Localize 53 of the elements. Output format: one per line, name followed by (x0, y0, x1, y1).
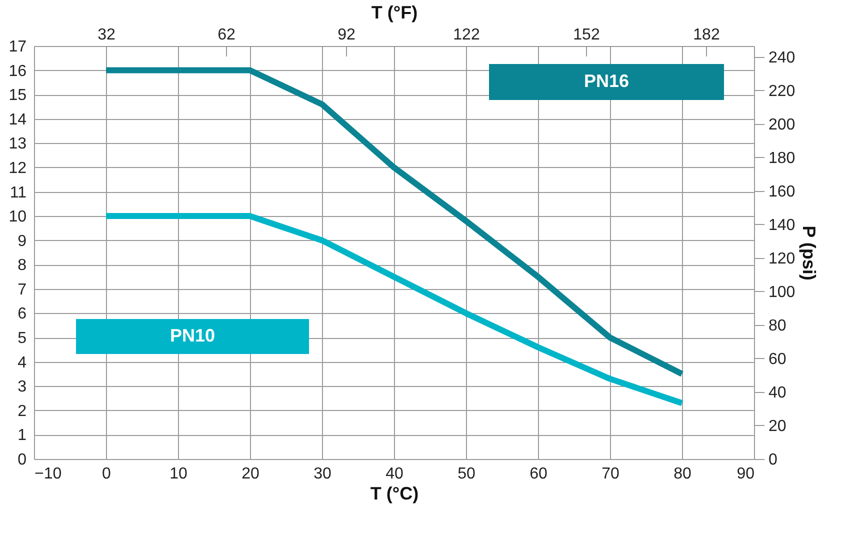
y-tick-label: 12 (8, 160, 27, 177)
x-tick-label: 20 (242, 466, 260, 482)
y-tick-label: 1 (18, 427, 27, 444)
y2-tick-label: 20 (768, 418, 786, 435)
y-tick-label: 5 (18, 330, 27, 348)
x-tick-label: 0 (102, 466, 112, 482)
y2-tick-label: 240 (768, 49, 796, 66)
text: PN16 (584, 71, 630, 91)
y2-tick-label: 140 (768, 216, 796, 234)
y2-tick-label: 80 (768, 317, 786, 334)
y2-tick-label: 220 (768, 82, 796, 100)
y-tick-label: 16 (8, 62, 27, 80)
x2-tick-label: 152 (573, 26, 600, 44)
y-tick-label: 8 (18, 257, 27, 274)
x-tick-label: 40 (386, 466, 404, 482)
y-tick-label: 3 (18, 378, 27, 396)
y-tick-label: 10 (8, 208, 27, 226)
x2-tick-label: 92 (338, 26, 356, 44)
x-axis-title: T (°C) (370, 484, 419, 504)
y-tick-label: 9 (18, 232, 27, 250)
x-tick-label: 50 (458, 466, 476, 482)
y-tick-label: 17 (8, 38, 27, 56)
x-tick-label: 80 (674, 466, 692, 482)
y-tick-label: 2 (18, 402, 27, 420)
y2-tick-label: 0 (768, 452, 778, 468)
y2-axis-title: P (psi) (799, 226, 820, 280)
x2-tick-label: 62 (218, 26, 236, 44)
text: PN10 (170, 326, 216, 346)
y-tick-label: 7 (18, 281, 27, 298)
y2-tick-label: 60 (768, 350, 786, 368)
y-tick-label: 0 (18, 452, 27, 468)
x-tick-label: 60 (530, 466, 548, 482)
y-tick-label: 15 (8, 87, 27, 104)
y2-tick-label: 180 (768, 150, 796, 167)
y-tick-label: 11 (10, 184, 27, 202)
y-tick-label: 13 (8, 136, 27, 153)
x2-tick-label: 122 (453, 26, 480, 44)
y2-tick-label: 120 (768, 250, 796, 268)
y2-tick-label: 100 (768, 284, 796, 301)
y-tick-label: 6 (18, 306, 27, 323)
y-tick-label: 14 (8, 111, 27, 128)
y2-tick-label: 40 (768, 384, 786, 402)
x2-axis-title: T (°F) (371, 2, 418, 22)
x-tick-label: 10 (170, 466, 188, 482)
y-tick-label: 4 (18, 354, 27, 372)
x2-tick-label: 32 (98, 26, 116, 44)
x2-tick-label: 182 (693, 26, 720, 44)
y2-tick-label: 200 (768, 116, 796, 134)
x-tick-label: 70 (602, 466, 620, 482)
x-tick-label: 90 (736, 466, 755, 482)
x-tick-label: 30 (314, 466, 332, 482)
y2-tick-label: 160 (768, 183, 796, 200)
x-tick-label: −10 (34, 466, 62, 482)
